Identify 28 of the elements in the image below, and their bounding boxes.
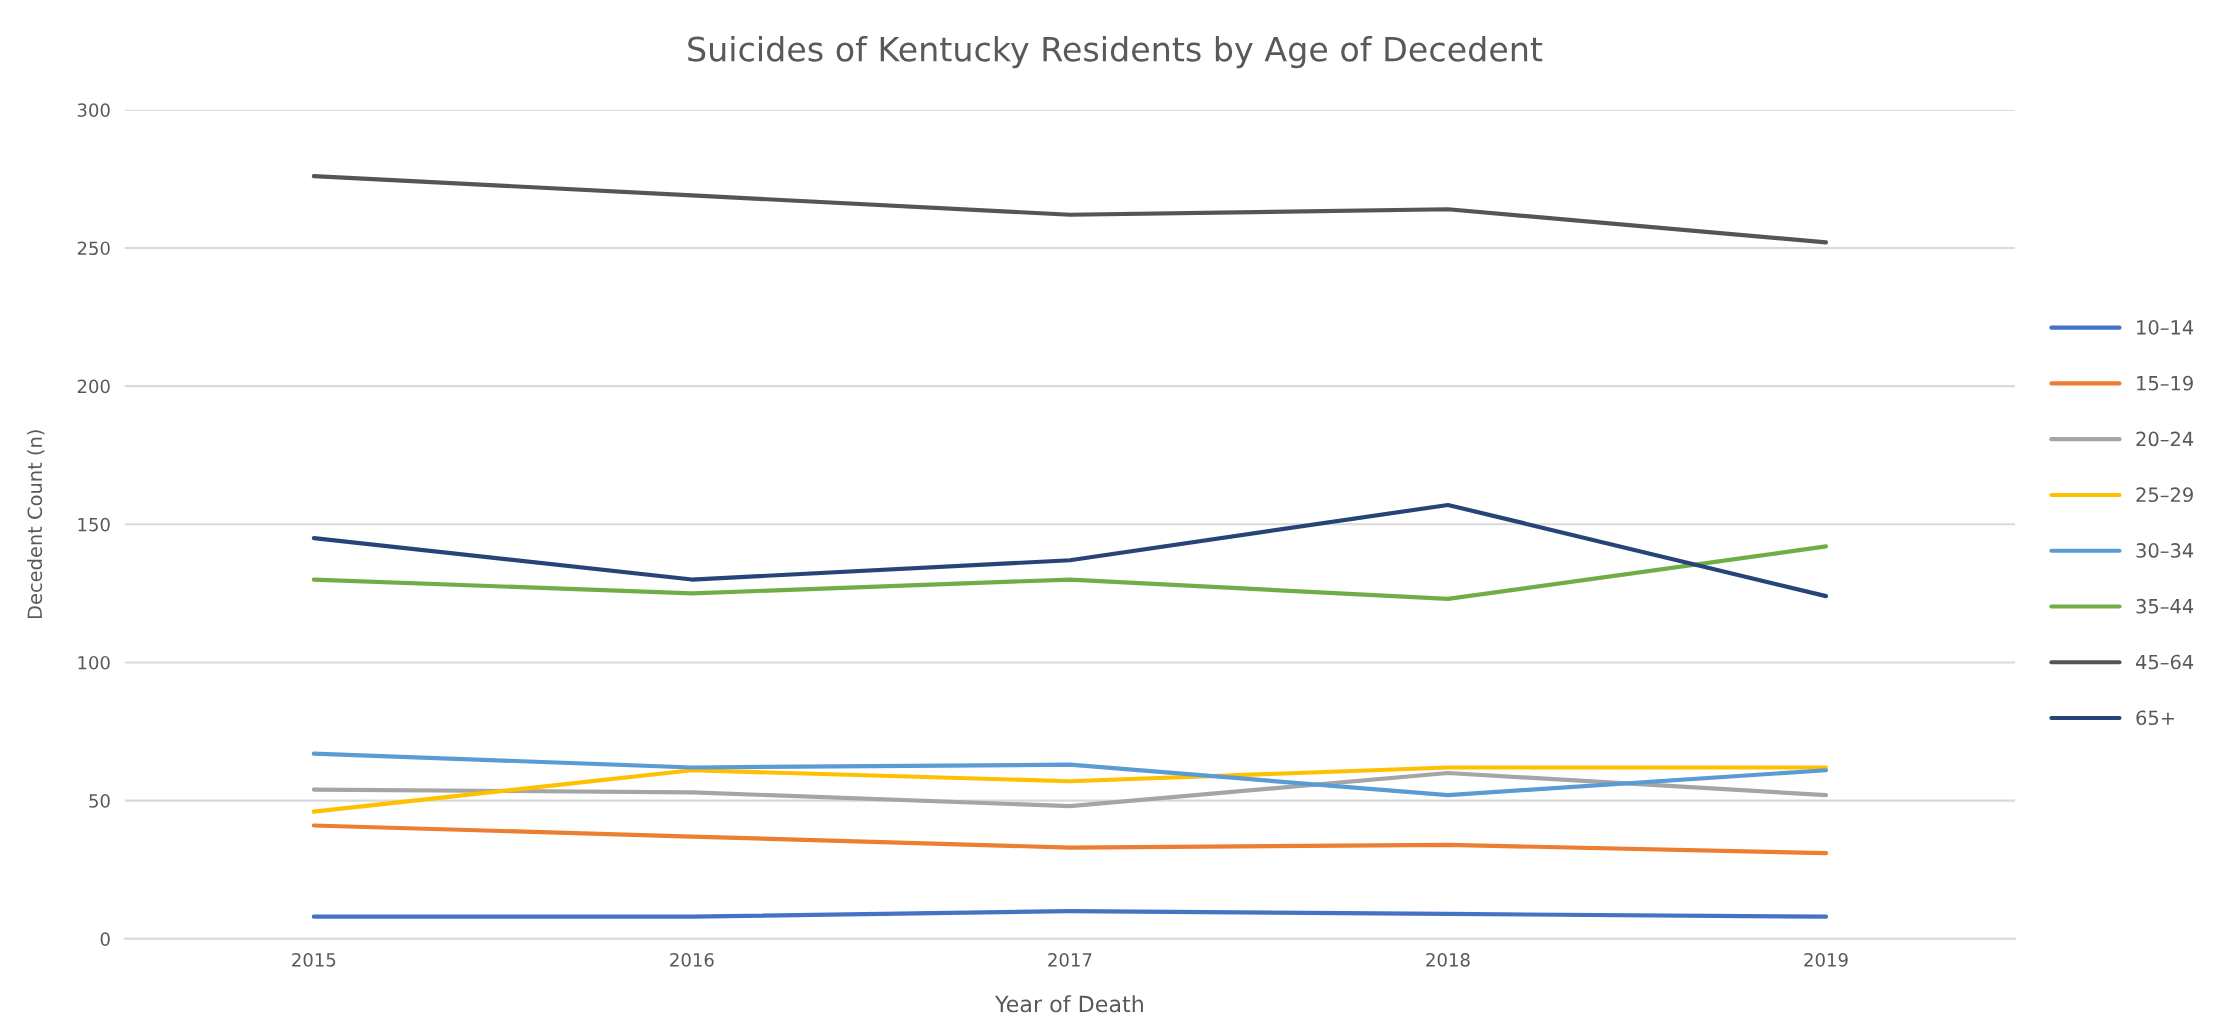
line-series (311, 751, 1829, 798)
y-tick-label: 100 (78, 655, 110, 670)
legend-label: 65+ (2136, 710, 2174, 726)
x-tick-label: 2016 (670, 953, 714, 967)
y-tick-label: 150 (78, 517, 110, 532)
line-series (311, 544, 1829, 601)
y-axis-title: Decedent Count (n) (27, 430, 45, 619)
x-tick-label: 2017 (1048, 953, 1092, 967)
x-axis-title: Year of Death (994, 995, 1143, 1013)
x-tick-label: 2015 (292, 953, 336, 967)
legend-label: 35–44 (2136, 598, 2194, 614)
legend-label: 45–64 (2135, 654, 2194, 670)
y-tick-label: 200 (77, 379, 110, 394)
legend-label: 30–34 (2136, 543, 2194, 558)
y-tick-label: 0 (100, 932, 110, 946)
y-tick-label: 50 (89, 794, 110, 808)
line-series (311, 174, 1829, 245)
x-tick-label: 2019 (1804, 953, 1848, 967)
legend-label: 15–19 (2137, 375, 2193, 391)
legend-label: 20–24 (2136, 431, 2194, 447)
line-series (311, 502, 1829, 599)
x-tick-label: 2018 (1426, 953, 1470, 967)
line-series (311, 823, 1829, 856)
legend-label: 25–29 (2136, 487, 2193, 503)
y-tick-label: 300 (77, 103, 110, 117)
legend-label: 10–14 (2137, 320, 2194, 335)
chart-title: Suicides of Kentucky Residents by Age of Decedent (688, 35, 1543, 69)
y-tick-label: 250 (77, 241, 110, 256)
